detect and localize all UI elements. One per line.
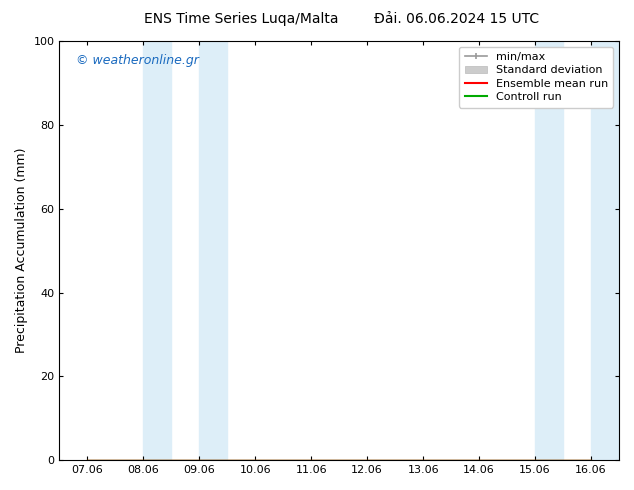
Bar [591, 41, 619, 460]
Y-axis label: Precipitation Accumulation (mm): Precipitation Accumulation (mm) [15, 148, 28, 353]
Bar [535, 41, 563, 460]
Text: © weatheronline.gr: © weatheronline.gr [76, 53, 199, 67]
Text: ENS Time Series Luqa/Malta: ENS Time Series Luqa/Malta [144, 12, 338, 26]
Bar [199, 41, 228, 460]
Legend: min/max, Standard deviation, Ensemble mean run, Controll run: min/max, Standard deviation, Ensemble me… [459, 47, 614, 108]
Bar [143, 41, 171, 460]
Text: Đải. 06.06.2024 15 UTC: Đải. 06.06.2024 15 UTC [374, 12, 539, 26]
